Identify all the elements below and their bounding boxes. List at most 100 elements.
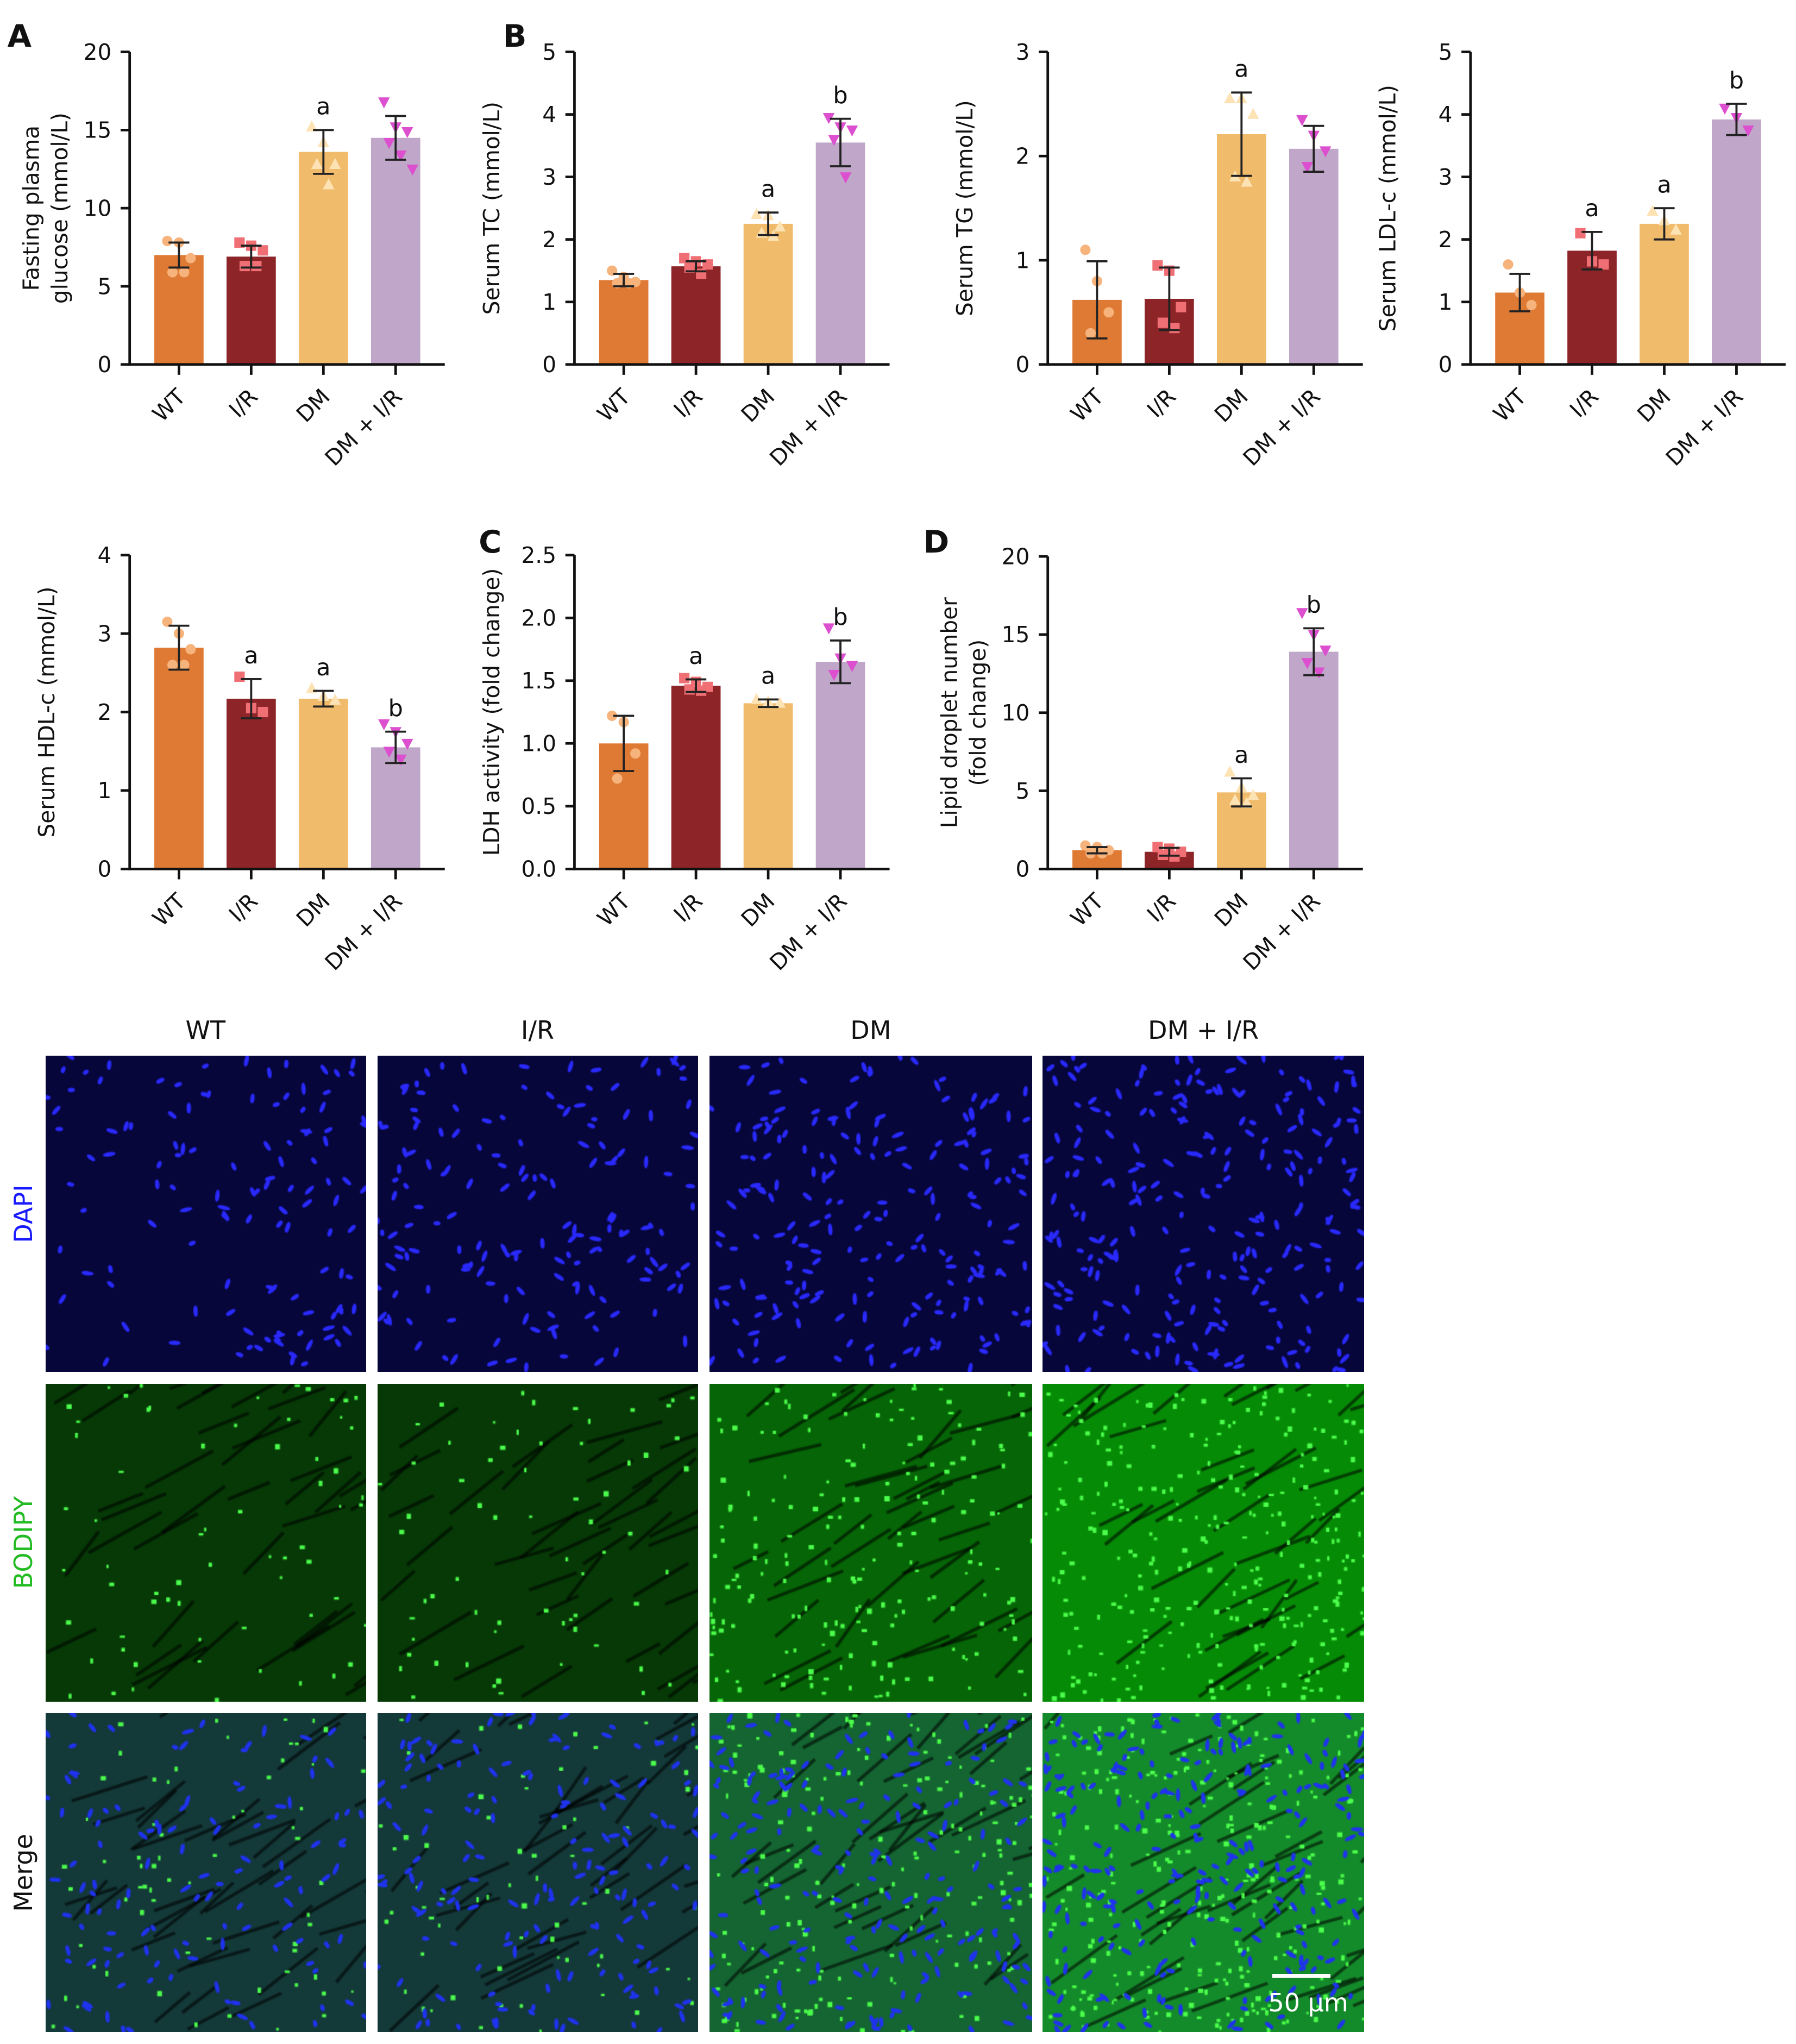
data-point: [839, 172, 852, 184]
data-point: [696, 268, 707, 279]
data-point: [167, 267, 178, 278]
x-tick-label: WT: [592, 384, 636, 427]
y-tick-label: 3: [1439, 164, 1453, 190]
y-axis-label: Serum TG (mmol/L): [952, 100, 978, 316]
data-point: [162, 236, 173, 247]
data-point: [329, 158, 341, 169]
bar-dm-i-r: [370, 747, 420, 869]
x-tick-label: DM: [736, 888, 780, 932]
x-tick-label: DM + I/R: [320, 384, 407, 471]
data-point: [1224, 766, 1236, 777]
bar-wt: [599, 280, 649, 365]
significance-letter: b: [1307, 592, 1321, 619]
significance-letter: a: [316, 93, 330, 121]
panel-letter: D: [924, 524, 950, 560]
significance-letter: b: [1729, 67, 1744, 94]
bar-dm: [298, 152, 348, 365]
x-tick-label: DM: [1209, 384, 1253, 428]
data-point: [239, 261, 250, 272]
data-point: [1085, 328, 1096, 338]
significance-letter: b: [388, 695, 403, 722]
x-tick-label: WT: [147, 384, 191, 427]
y-tick-label: 0.5: [522, 793, 557, 819]
y-axis-label: (fold change): [965, 639, 991, 786]
bar-dm: [743, 223, 793, 365]
y-tick-label: 0.0: [522, 856, 557, 882]
data-point: [185, 253, 196, 264]
y-tick-label: 4: [97, 542, 111, 568]
micrograph-dapi-dm-i-r: [1043, 1056, 1365, 1372]
y-tick-label: 15: [1002, 622, 1030, 648]
bar-dm-i-r: [1712, 119, 1761, 365]
y-tick-label: 1: [542, 289, 556, 315]
scale-bar: [1272, 1974, 1331, 1978]
data-point: [828, 669, 840, 681]
data-point: [323, 178, 335, 190]
significance-letter: b: [833, 82, 847, 109]
data-point: [1670, 223, 1682, 235]
x-tick-label: DM + I/R: [764, 384, 852, 471]
x-tick-label: I/R: [224, 384, 263, 423]
bar-dm: [743, 703, 793, 869]
chart-5: WT a I/R a DM b DM + I/R 0.0 0.5 1.0 1.5 2.0 2.5 LDH …: [479, 524, 890, 976]
data-point: [251, 261, 262, 272]
y-tick-label: 0: [1015, 352, 1029, 378]
data-point: [1224, 92, 1236, 104]
data-point: [1229, 793, 1241, 805]
significance-letter: a: [689, 643, 703, 670]
y-tick-label: 20: [1002, 543, 1030, 569]
data-point: [1247, 789, 1259, 800]
data-point: [1157, 317, 1168, 328]
data-point: [395, 754, 407, 766]
x-tick-label: DM: [1209, 888, 1253, 932]
y-tick-label: 2: [1439, 227, 1453, 253]
x-tick-label: I/R: [1142, 384, 1181, 423]
row-label-merge: Merge: [8, 1834, 38, 1912]
y-tick-label: 5: [1439, 39, 1453, 65]
data-point: [1742, 125, 1754, 137]
y-tick-label: 10: [84, 195, 112, 221]
data-point: [185, 644, 196, 655]
x-tick-label: WT: [1065, 888, 1109, 931]
row-label-bodipy: BODIPY: [8, 1496, 38, 1589]
micrograph-merge-dm-i-r: [1043, 1713, 1365, 2033]
data-point: [1647, 204, 1659, 216]
significance-letter: a: [1234, 56, 1248, 83]
data-point: [329, 693, 341, 705]
x-tick-label: DM: [291, 888, 335, 932]
x-tick-label: DM: [291, 384, 335, 428]
data-point: [179, 660, 190, 670]
data-point: [258, 245, 268, 256]
data-point: [1169, 323, 1180, 334]
y-tick-label: 20: [84, 39, 112, 65]
data-point: [1320, 146, 1332, 158]
data-point: [1296, 115, 1308, 127]
data-point: [1241, 175, 1253, 187]
y-tick-label: 1.0: [522, 731, 557, 757]
data-point: [612, 773, 623, 784]
y-tick-label: 0: [97, 856, 111, 882]
data-point: [1301, 162, 1314, 173]
data-point: [822, 623, 835, 635]
data-point: [1503, 259, 1514, 270]
data-point: [1152, 260, 1163, 271]
chart-3: WT a I/R a DM b DM + I/R 0 1 2 3 4 5 Serum LDL-c (mmo…: [1374, 39, 1786, 471]
x-tick-label: DM: [1632, 384, 1676, 428]
y-tick-label: 1: [1439, 289, 1453, 315]
data-point: [684, 262, 695, 273]
y-axis-label: Lipid droplet number: [937, 597, 963, 828]
row-label-dapi: DAPI: [8, 1184, 38, 1243]
data-point: [828, 135, 840, 146]
bar-dm-i-r: [370, 137, 420, 365]
y-tick-label: 15: [84, 117, 112, 143]
data-point: [401, 738, 413, 750]
data-point: [383, 747, 395, 758]
x-tick-label: DM: [736, 384, 780, 428]
data-point: [395, 151, 407, 162]
data-point: [1575, 228, 1586, 239]
micrograph-dapi-dm: [709, 1056, 1032, 1372]
significance-letter: a: [761, 176, 775, 203]
y-tick-label: 3: [542, 164, 556, 190]
y-tick-label: 3: [1015, 39, 1029, 65]
